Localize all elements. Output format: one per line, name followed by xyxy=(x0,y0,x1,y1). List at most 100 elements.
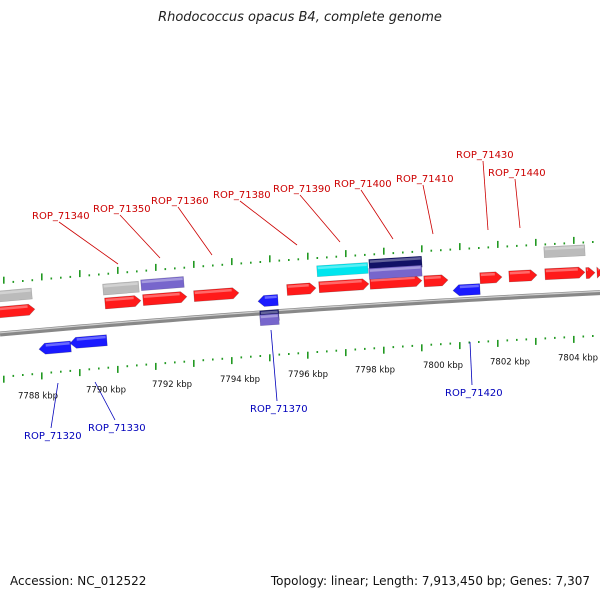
major-tick xyxy=(155,362,157,370)
pseudogene-box[interactable] xyxy=(543,244,586,259)
minor-tick xyxy=(240,356,243,359)
minor-tick xyxy=(88,368,91,371)
major-tick xyxy=(231,258,233,266)
major-tick xyxy=(193,359,195,367)
minor-tick xyxy=(202,359,205,362)
reverse-gene-arrow[interactable] xyxy=(38,340,72,355)
forward-gene-label[interactable]: ROP_71410 xyxy=(396,174,454,185)
pseudogene-box[interactable] xyxy=(102,280,140,296)
minor-tick xyxy=(174,361,176,364)
major-tick xyxy=(155,263,157,271)
minor-tick xyxy=(221,357,224,360)
major-tick xyxy=(573,236,575,244)
forward-leader-line xyxy=(177,206,213,256)
genome-axis-highlight xyxy=(0,290,600,334)
forward-leader-line xyxy=(360,189,394,240)
minor-tick xyxy=(392,252,395,255)
minor-tick xyxy=(136,364,138,367)
major-tick xyxy=(345,349,347,357)
forward-leader-line xyxy=(119,214,161,259)
forward-gene-arrow[interactable] xyxy=(479,271,503,285)
major-tick xyxy=(535,337,537,345)
forward-gene-arrow[interactable] xyxy=(286,282,317,296)
minor-tick xyxy=(98,273,100,276)
reverse-gene-label[interactable]: ROP_71370 xyxy=(250,404,308,415)
forward-gene-arrow[interactable] xyxy=(508,269,538,283)
forward-gene-label[interactable]: ROP_71350 xyxy=(93,204,151,215)
forward-gene-arrow[interactable] xyxy=(318,278,370,294)
reverse-gene-label[interactable]: ROP_71320 xyxy=(24,431,82,442)
minor-tick xyxy=(12,374,15,377)
minor-tick xyxy=(544,337,547,340)
minor-tick xyxy=(411,344,414,347)
minor-tick xyxy=(240,262,243,265)
major-tick xyxy=(421,245,423,253)
forward-gene-arrow[interactable] xyxy=(142,291,188,306)
pseudogene-box[interactable] xyxy=(0,287,33,303)
minor-tick xyxy=(22,280,24,282)
major-tick xyxy=(535,238,537,246)
minor-tick xyxy=(212,264,214,267)
minor-tick xyxy=(50,277,53,280)
minor-tick xyxy=(430,343,433,346)
page-title: Rhodococcus opacus B4, complete genome xyxy=(158,10,442,25)
forward-gene-arrow[interactable] xyxy=(193,287,240,303)
forward-gene-label[interactable]: ROP_71390 xyxy=(273,184,331,195)
minor-tick xyxy=(278,259,281,262)
highlight-gene-box[interactable] xyxy=(368,264,423,280)
major-tick xyxy=(79,369,81,377)
minor-tick xyxy=(174,267,176,270)
kbp-tick-label: 7794 kbp xyxy=(220,375,260,385)
minor-tick xyxy=(364,253,366,256)
forward-gene-label[interactable]: ROP_71340 xyxy=(32,211,90,222)
forward-gene-label[interactable]: ROP_71430 xyxy=(456,150,514,161)
minor-tick xyxy=(326,256,328,259)
minor-tick xyxy=(221,263,224,266)
forward-gene-label[interactable]: ROP_71400 xyxy=(334,179,392,190)
reverse-gene-arrow[interactable] xyxy=(257,294,279,307)
forward-gene-arrow[interactable] xyxy=(0,303,36,319)
minor-tick xyxy=(250,355,252,358)
forward-gene-label[interactable]: ROP_71360 xyxy=(151,196,209,207)
highlight-gene-box[interactable] xyxy=(259,313,280,327)
minor-tick xyxy=(31,279,34,282)
minor-tick xyxy=(316,351,319,353)
minor-tick xyxy=(544,243,547,246)
highlight-gene-box[interactable] xyxy=(140,276,185,292)
minor-tick xyxy=(468,341,471,344)
major-tick xyxy=(41,273,43,281)
forward-gene-label[interactable]: ROP_71440 xyxy=(488,168,546,179)
forward-gene-arrow[interactable] xyxy=(585,267,596,279)
minor-tick xyxy=(98,367,100,370)
minor-tick xyxy=(582,335,585,338)
forward-gene-label[interactable]: ROP_71380 xyxy=(213,190,271,201)
minor-tick xyxy=(145,269,148,272)
reverse-gene-arrow[interactable] xyxy=(69,334,108,349)
forward-gene-arrow[interactable] xyxy=(104,295,142,310)
minor-tick xyxy=(259,261,262,263)
minor-tick xyxy=(297,352,300,355)
minor-tick xyxy=(563,336,566,339)
reverse-gene-arrow[interactable] xyxy=(452,283,481,297)
minor-tick xyxy=(354,348,357,351)
major-tick xyxy=(79,270,81,278)
forward-gene-arrow[interactable] xyxy=(423,274,449,288)
forward-gene-arrow[interactable] xyxy=(369,275,423,290)
minor-tick xyxy=(297,258,300,261)
gene-features xyxy=(0,244,600,355)
minor-tick xyxy=(525,338,528,341)
minor-tick xyxy=(259,355,262,357)
forward-leader-line xyxy=(239,200,298,246)
major-tick xyxy=(117,365,119,373)
accession-label: Accession: NC_012522 xyxy=(10,574,147,588)
major-tick xyxy=(459,342,461,350)
minor-tick xyxy=(582,241,585,244)
highlight-gene-box[interactable] xyxy=(316,262,369,278)
minor-tick xyxy=(202,265,205,268)
reverse-gene-label[interactable]: ROP_71420 xyxy=(445,388,503,399)
reverse-gene-label[interactable]: ROP_71330 xyxy=(88,423,146,434)
forward-gene-arrow[interactable] xyxy=(544,266,586,281)
forward-leader-line xyxy=(58,221,119,265)
forward-leader-line xyxy=(514,178,521,229)
reverse-leader-line xyxy=(94,381,116,421)
